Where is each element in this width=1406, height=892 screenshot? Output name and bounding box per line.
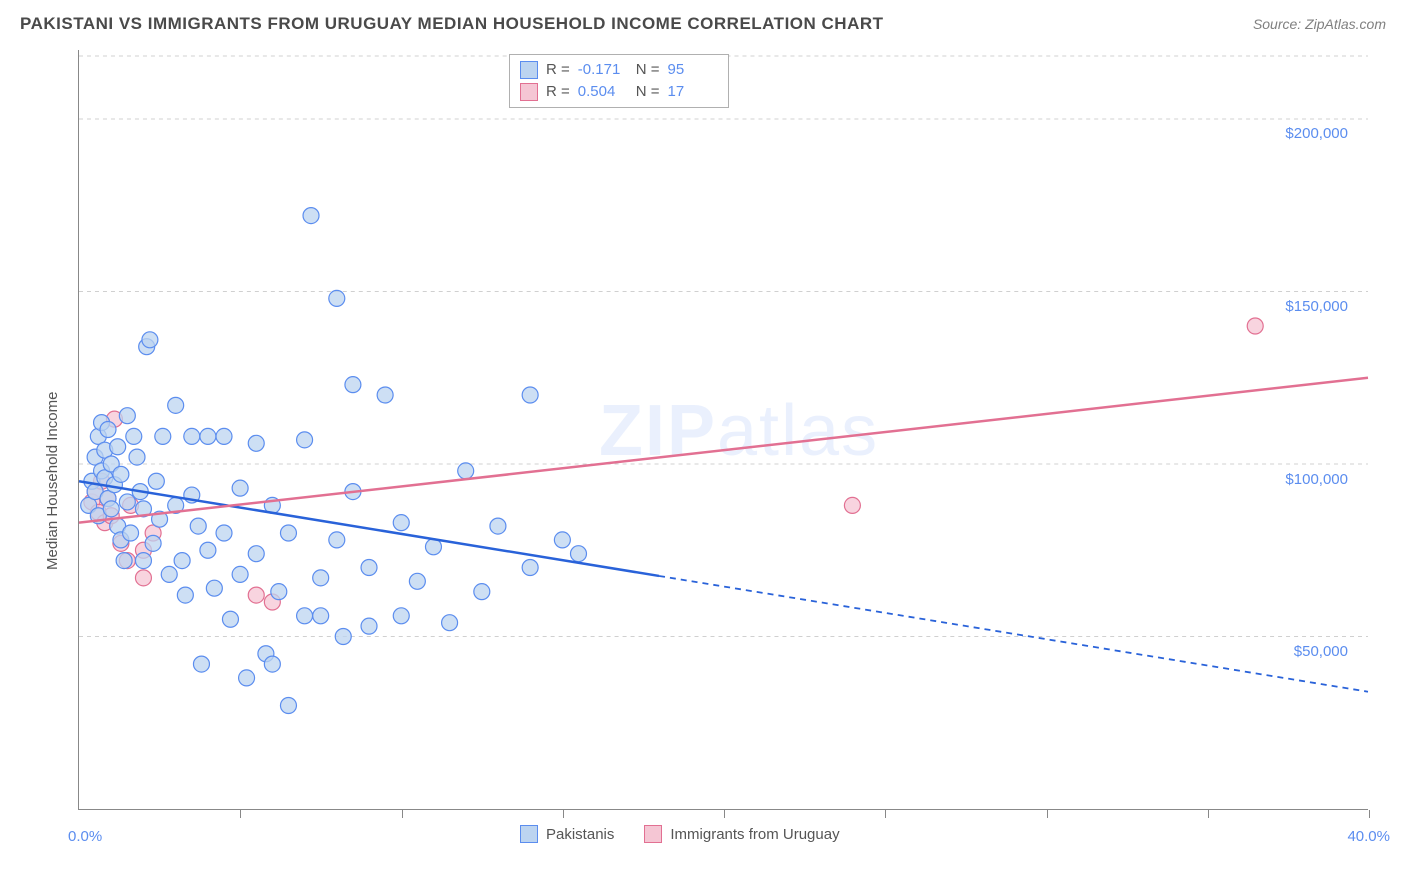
n-value-2: 17 — [668, 81, 718, 103]
legend-label-1: Pakistanis — [546, 826, 614, 843]
y-tick-label: $150,000 — [1285, 298, 1348, 315]
plot-region: ZIPatlas R = -0.171 N = 95 R = — [78, 50, 1368, 810]
x-tick — [885, 810, 886, 818]
r-value-1: -0.171 — [578, 59, 628, 81]
y-tick-label: $50,000 — [1294, 643, 1348, 660]
chart-title: PAKISTANI VS IMMIGRANTS FROM URUGUAY MED… — [20, 14, 884, 34]
swatch-series-1 — [520, 61, 538, 79]
n-value-1: 95 — [668, 59, 718, 81]
x-tick — [563, 810, 564, 818]
legend-swatch-1 — [520, 825, 538, 843]
title-bar: PAKISTANI VS IMMIGRANTS FROM URUGUAY MED… — [0, 0, 1406, 44]
swatch-series-2 — [520, 83, 538, 101]
stats-row-1: R = -0.171 N = 95 — [520, 59, 718, 81]
y-tick-label: $200,000 — [1285, 125, 1348, 142]
n-label-2: N = — [636, 81, 660, 103]
x-max-label: 40.0% — [1347, 828, 1390, 845]
x-min-label: 0.0% — [68, 828, 102, 845]
r-label-2: R = — [546, 81, 570, 103]
stats-box: R = -0.171 N = 95 R = 0.504 N = 17 — [509, 54, 729, 108]
x-tick — [240, 810, 241, 818]
stats-row-2: R = 0.504 N = 17 — [520, 81, 718, 103]
x-tick — [402, 810, 403, 818]
legend-item-2: Immigrants from Uruguay — [644, 825, 839, 843]
source-credit: Source: ZipAtlas.com — [1253, 16, 1386, 32]
legend-item-1: Pakistanis — [520, 825, 614, 843]
r-label-1: R = — [546, 59, 570, 81]
n-label-1: N = — [636, 59, 660, 81]
chart-container: PAKISTANI VS IMMIGRANTS FROM URUGUAY MED… — [0, 0, 1406, 892]
legend-label-2: Immigrants from Uruguay — [670, 826, 839, 843]
y-tick-label: $100,000 — [1285, 471, 1348, 488]
x-tick — [1369, 810, 1370, 818]
x-tick — [1047, 810, 1048, 818]
r-value-2: 0.504 — [578, 81, 628, 103]
x-tick — [724, 810, 725, 818]
plot-svg — [79, 50, 1368, 809]
x-tick — [1208, 810, 1209, 818]
legend: Pakistanis Immigrants from Uruguay — [520, 825, 840, 843]
legend-swatch-2 — [644, 825, 662, 843]
y-axis-label: Median Household Income — [44, 392, 61, 570]
chart-area: Median Household Income ZIPatlas R = -0.… — [50, 50, 1390, 840]
